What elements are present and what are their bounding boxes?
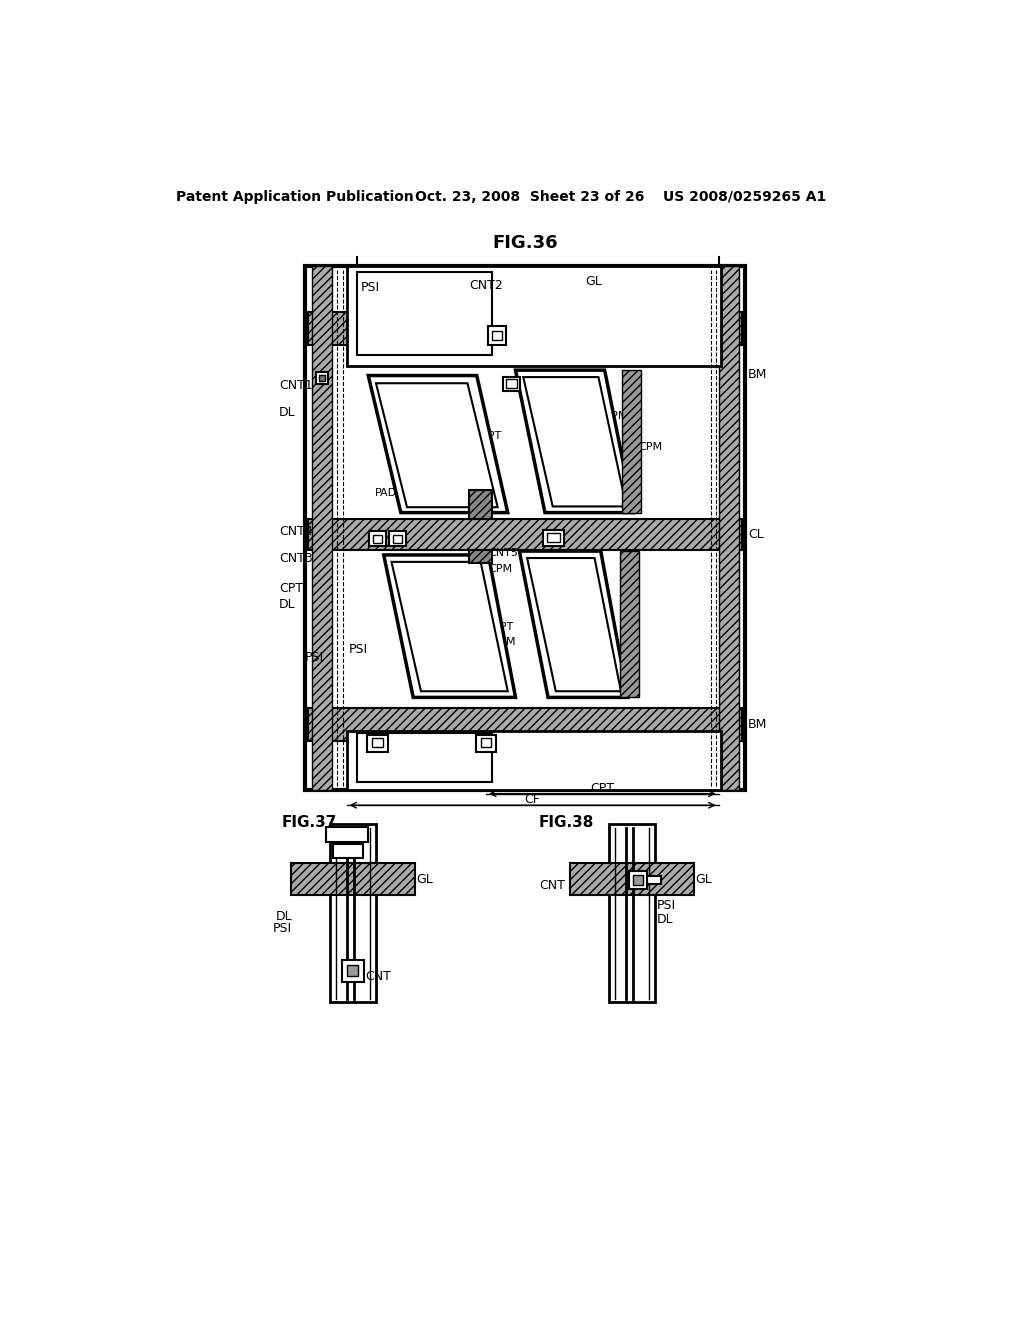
Bar [346, 731, 721, 789]
Bar [621, 552, 639, 697]
Polygon shape [391, 562, 508, 692]
Bar [315, 372, 328, 384]
Text: BM: BM [748, 718, 767, 731]
Text: PAD: PAD [375, 488, 396, 499]
Text: SPM: SPM [419, 404, 442, 413]
Text: DL: DL [280, 598, 296, 611]
Bar [291, 863, 415, 895]
Text: CNT: CNT [366, 970, 391, 982]
Bar [469, 490, 493, 519]
Text: US 2008/0259265 A1: US 2008/0259265 A1 [663, 190, 826, 203]
Bar [368, 735, 388, 752]
Text: PSI: PSI [360, 281, 380, 294]
Text: DL: DL [280, 407, 296, 418]
Text: GL: GL [586, 275, 602, 288]
Bar [356, 272, 493, 355]
Bar [356, 733, 493, 781]
Text: CNT2: CNT2 [469, 279, 503, 292]
Bar [369, 531, 386, 546]
Polygon shape [523, 378, 627, 507]
Bar [493, 331, 502, 341]
Text: CNT: CNT [540, 879, 565, 892]
Bar [480, 738, 492, 747]
Bar [647, 876, 662, 884]
Bar [393, 535, 402, 543]
Bar [487, 326, 506, 345]
Text: CNT1: CNT1 [280, 379, 313, 392]
Bar [719, 267, 738, 789]
Text: SPM: SPM [604, 412, 628, 421]
Text: DL: DL [275, 911, 292, 924]
Text: FIG.38: FIG.38 [539, 814, 594, 830]
Text: SPT: SPT [562, 388, 583, 399]
Polygon shape [519, 552, 628, 697]
Text: PSI: PSI [349, 643, 368, 656]
Text: CNT4: CNT4 [280, 525, 313, 539]
Text: CPT: CPT [493, 622, 513, 631]
Bar [476, 735, 496, 752]
Text: FIG.36: FIG.36 [492, 234, 558, 252]
Text: Patent Application Publication: Patent Application Publication [176, 190, 414, 203]
Text: BM: BM [748, 367, 767, 380]
Text: DL: DL [656, 912, 673, 925]
Text: SPM: SPM [493, 638, 516, 647]
Text: GL: GL [695, 873, 712, 886]
Bar [305, 267, 744, 789]
Bar [311, 267, 332, 789]
Bar [506, 379, 517, 388]
Bar [334, 843, 362, 858]
Text: PSI: PSI [305, 651, 324, 664]
Polygon shape [515, 370, 633, 512]
Bar [372, 738, 383, 747]
Text: SPT: SPT [419, 422, 439, 433]
Polygon shape [376, 383, 498, 507]
Text: CPT: CPT [480, 430, 502, 441]
Bar [347, 965, 358, 977]
Bar [373, 535, 382, 543]
Bar [633, 875, 643, 884]
Bar [469, 549, 493, 562]
Text: CPT: CPT [590, 781, 614, 795]
Text: Oct. 23, 2008  Sheet 23 of 26: Oct. 23, 2008 Sheet 23 of 26 [415, 190, 644, 203]
Text: CF: CF [524, 793, 541, 807]
Text: SPT: SPT [411, 601, 431, 610]
Bar [569, 863, 693, 895]
Bar [342, 960, 364, 982]
Text: PSI: PSI [656, 899, 676, 912]
Bar [608, 825, 655, 1002]
Bar [623, 370, 641, 512]
Polygon shape [369, 376, 508, 512]
Bar [547, 533, 560, 543]
Text: PSI: PSI [273, 921, 292, 935]
Polygon shape [527, 558, 621, 692]
Text: CNT5: CNT5 [488, 548, 518, 557]
Text: CPM: CPM [488, 564, 512, 574]
Bar [543, 529, 564, 546]
Text: CL: CL [748, 528, 764, 541]
Bar [318, 375, 325, 381]
Bar [389, 531, 407, 546]
Bar [308, 519, 741, 549]
Bar [503, 378, 520, 391]
Polygon shape [384, 554, 515, 697]
Bar [308, 313, 741, 345]
Text: CPM: CPM [638, 442, 663, 453]
Bar [308, 708, 741, 741]
Text: CPT: CPT [280, 582, 303, 594]
Bar [326, 826, 369, 842]
Text: GL: GL [417, 873, 433, 886]
Text: CNT3: CNT3 [280, 552, 313, 565]
Bar [629, 871, 647, 890]
Text: FIG.37: FIG.37 [282, 814, 337, 830]
Bar [346, 267, 721, 367]
Bar [330, 825, 376, 1002]
